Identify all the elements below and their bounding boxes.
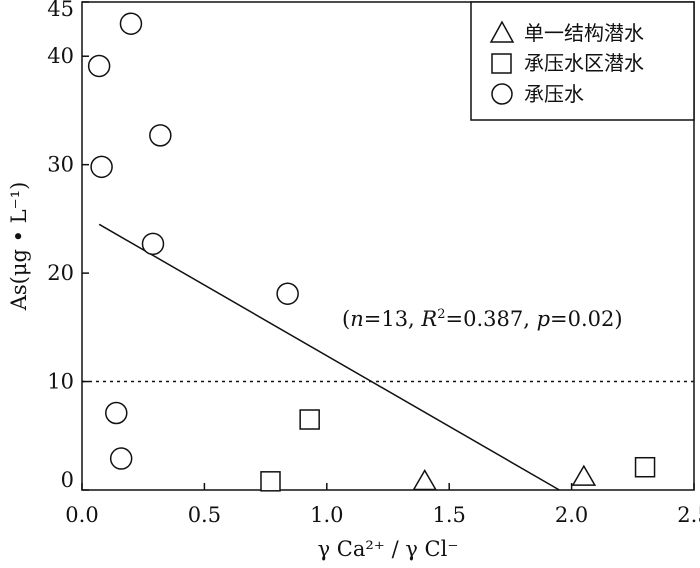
annotation-n-symbol: n (350, 307, 364, 331)
legend-label-circle: 承压水 (524, 82, 584, 106)
legend-circle-marker (491, 83, 513, 105)
triangle-point (571, 464, 597, 486)
circle-point (105, 401, 128, 425)
x-tick-label: 1.0 (310, 503, 343, 527)
legend-label-triangle: 单一结构潜水 (524, 21, 644, 45)
x-axis-ticks: 0.0 0.5 1.0 1.5 2.0 2.5 (65, 483, 700, 527)
y-tick-label: 40 (47, 44, 74, 68)
square-point (299, 409, 320, 430)
circle-point (119, 12, 143, 35)
legend-square-marker (491, 53, 512, 74)
legend-label-square: 承压水区潜水 (524, 51, 644, 75)
annotation-r-symbol: R (420, 307, 437, 331)
legend: 单一结构潜水 承压水区潜水 承压水 (470, 1, 695, 121)
y-tick-label: 30 (47, 153, 74, 177)
x-tick-label: 0.5 (188, 503, 221, 527)
circle-point (109, 447, 133, 470)
triangle-point (412, 468, 438, 491)
x-tick-label: 2.0 (555, 503, 588, 527)
x-axis-label: γ Ca²⁺ / γ Cl⁻ (318, 537, 459, 561)
y-axis-ticks: 0 10 20 30 40 45 (47, 0, 89, 492)
square-point (634, 456, 656, 478)
annotation-r-value: =0.387, (446, 307, 537, 331)
regression-line (98, 223, 560, 491)
circle-point (87, 54, 111, 78)
annotation-open-paren: ( (342, 307, 350, 331)
regression-stats-annotation: (n=13, R2=0.387, p=0.02) (342, 307, 623, 331)
y-tick-label: 20 (47, 261, 74, 285)
y-axis-label: As(μg • L⁻¹) (7, 182, 31, 312)
y-tick-label: 10 (47, 370, 74, 394)
annotation-n-value: =13, (364, 307, 422, 331)
circle-point (276, 282, 299, 305)
annotation-p-value: =0.02) (550, 307, 623, 331)
plot-frame (81, 1, 695, 491)
annotation-r-exponent: 2 (437, 307, 445, 322)
circle-point (149, 124, 172, 147)
square-point (260, 471, 281, 492)
y-tick-label: 45 (47, 0, 74, 21)
x-tick-label: 2.5 (677, 503, 700, 527)
circle-point (90, 155, 113, 179)
regression-line-group (98, 223, 560, 491)
data-points (87, 12, 656, 492)
y-tick-label: 0 (61, 468, 74, 492)
legend-triangle-marker (489, 20, 515, 43)
x-tick-label: 0.0 (65, 503, 98, 527)
annotation-p-symbol: p (537, 307, 550, 331)
circle-point (141, 232, 165, 256)
x-tick-label: 1.5 (432, 503, 465, 527)
